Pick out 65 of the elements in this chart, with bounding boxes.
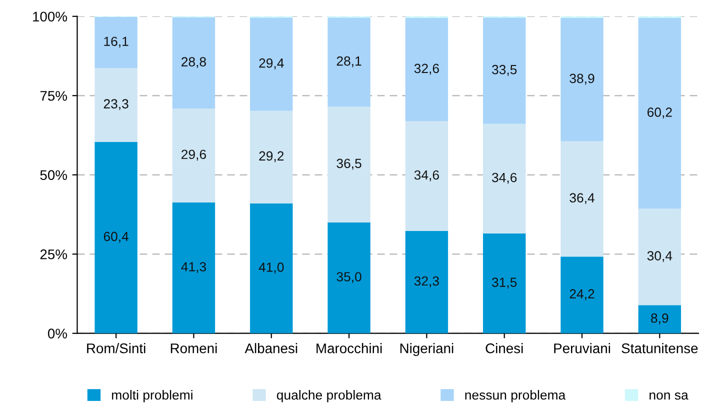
bar (482, 233, 526, 334)
bar (94, 68, 138, 142)
bar (638, 208, 682, 306)
bar (638, 18, 682, 209)
data-label: 38,9 (570, 74, 594, 85)
legend-label: qualche problema (276, 390, 382, 402)
data-label: 8,9 (651, 313, 668, 324)
data-label: 29,6 (182, 150, 206, 161)
y-tick-label: 50% (40, 170, 68, 180)
x-tick-label: Cinesi (486, 343, 523, 354)
data-label: 35,0 (336, 272, 362, 283)
bar (405, 121, 448, 231)
data-label: 36,5 (336, 158, 362, 170)
bar (638, 305, 682, 334)
x-tick-label: Albanesi (244, 343, 298, 354)
bar (560, 18, 604, 142)
bar (560, 141, 604, 257)
data-label: 60,4 (104, 232, 129, 243)
bar (250, 18, 293, 111)
legend-label: nessun problema (465, 390, 566, 402)
bar (328, 222, 370, 334)
bar (328, 18, 370, 107)
x-tick-label: Marocchini (316, 343, 382, 354)
data-label: 29,4 (259, 58, 284, 70)
x-tick-label: Romeni (170, 343, 217, 354)
y-tick-label: 75% (40, 91, 68, 101)
data-label: 32,3 (414, 276, 439, 288)
data-label: 16,1 (104, 36, 128, 48)
bar (172, 17, 216, 109)
bar (405, 230, 448, 334)
data-label: 31,5 (492, 278, 517, 289)
x-tick-label: Statunitense (622, 343, 698, 354)
bar (172, 108, 216, 202)
data-label: 60,2 (647, 108, 672, 118)
data-label: 30,4 (647, 251, 672, 262)
bar (482, 18, 526, 124)
data-label: 24,2 (570, 289, 594, 300)
bar (94, 142, 138, 334)
legend-label: non sa (650, 392, 688, 400)
bar (560, 256, 604, 334)
data-label: 32,6 (414, 64, 439, 75)
bar (250, 110, 293, 204)
data-label: 28,1 (336, 56, 362, 68)
data-label: 36,4 (570, 193, 594, 204)
data-label: 34,6 (492, 172, 517, 184)
bar (405, 18, 448, 122)
x-tick-label: Peruviani (554, 343, 610, 354)
legend-label: molti problemi (112, 390, 192, 402)
y-tick-label: 100% (33, 12, 68, 22)
bar (328, 106, 370, 222)
data-label: 34,6 (414, 170, 439, 182)
x-tick-label: Nigeriani (400, 343, 454, 356)
data-label: 29,2 (259, 151, 284, 162)
data-label: 41,3 (181, 262, 206, 273)
data-label: 28,8 (182, 57, 206, 68)
data-label: 41,0 (258, 262, 284, 274)
data-label: 23,3 (104, 99, 128, 110)
data-label: 33,5 (492, 64, 517, 76)
x-tick-label: Rom/Sinti (87, 343, 146, 354)
bar (482, 124, 526, 234)
bar (172, 202, 216, 334)
y-tick-label: 0% (48, 328, 68, 339)
bar (94, 16, 138, 68)
bar (250, 203, 293, 334)
y-tick-label: 25% (40, 249, 68, 260)
